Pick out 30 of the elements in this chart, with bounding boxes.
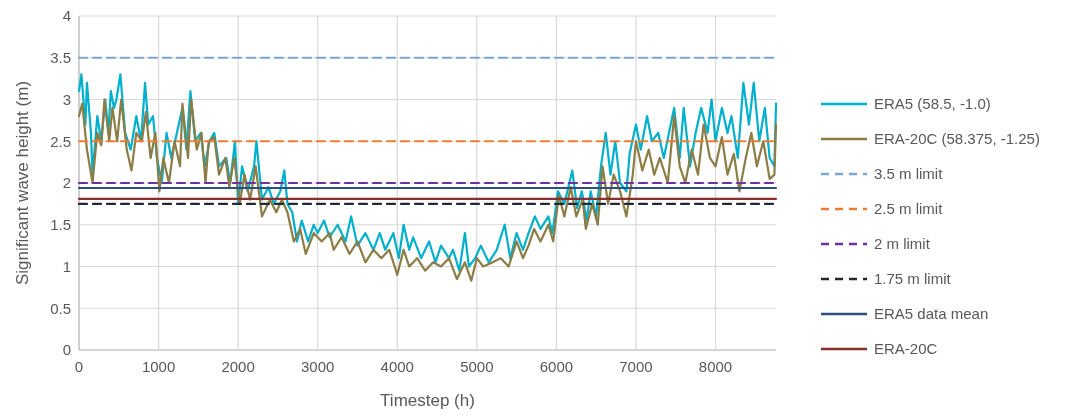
- line-series: [77, 98, 778, 282]
- x-tick-label: 1000: [141, 358, 176, 375]
- y-tick-label: 2: [62, 174, 71, 192]
- line-series: [77, 73, 778, 272]
- legend-label: 2 m limit: [874, 235, 931, 253]
- x-axis-title: Timestep (h): [380, 391, 475, 410]
- legend-label: 1.75 m limit: [874, 270, 952, 288]
- x-tick-label: 7000: [619, 358, 653, 375]
- y-tick-label: 2.5: [50, 132, 71, 150]
- x-tick-label: 2000: [221, 358, 255, 375]
- legend-label: ERA-20C (58.375, -1.25): [874, 130, 1040, 148]
- y-tick-label: 4: [62, 7, 71, 25]
- legend-label: ERA5 (58.5, -1.0): [874, 95, 991, 113]
- y-tick-label: 3: [62, 90, 71, 108]
- y-tick-label: 1.5: [50, 216, 71, 233]
- x-tick-label: 4000: [380, 358, 414, 375]
- x-tick-label: 3000: [301, 358, 335, 375]
- x-tick-label: 0: [74, 358, 84, 375]
- x-tick-label: 8000: [698, 358, 733, 375]
- y-tick-label: 3.5: [50, 49, 71, 66]
- legend-label: ERA-20C: [874, 340, 938, 358]
- y-axis-title: Significant wave height (m): [13, 80, 32, 286]
- legend-label: ERA5 data mean: [874, 305, 989, 323]
- y-tick-label: 0.5: [50, 299, 71, 317]
- y-tick-label: 0: [62, 341, 71, 359]
- y-tick-label: 1: [62, 257, 71, 275]
- x-tick-label: 5000: [460, 358, 494, 375]
- legend-label: 3.5 m limit: [874, 165, 944, 183]
- x-tick-label: 6000: [539, 358, 574, 375]
- legend-label: 2.5 m limit: [874, 200, 944, 218]
